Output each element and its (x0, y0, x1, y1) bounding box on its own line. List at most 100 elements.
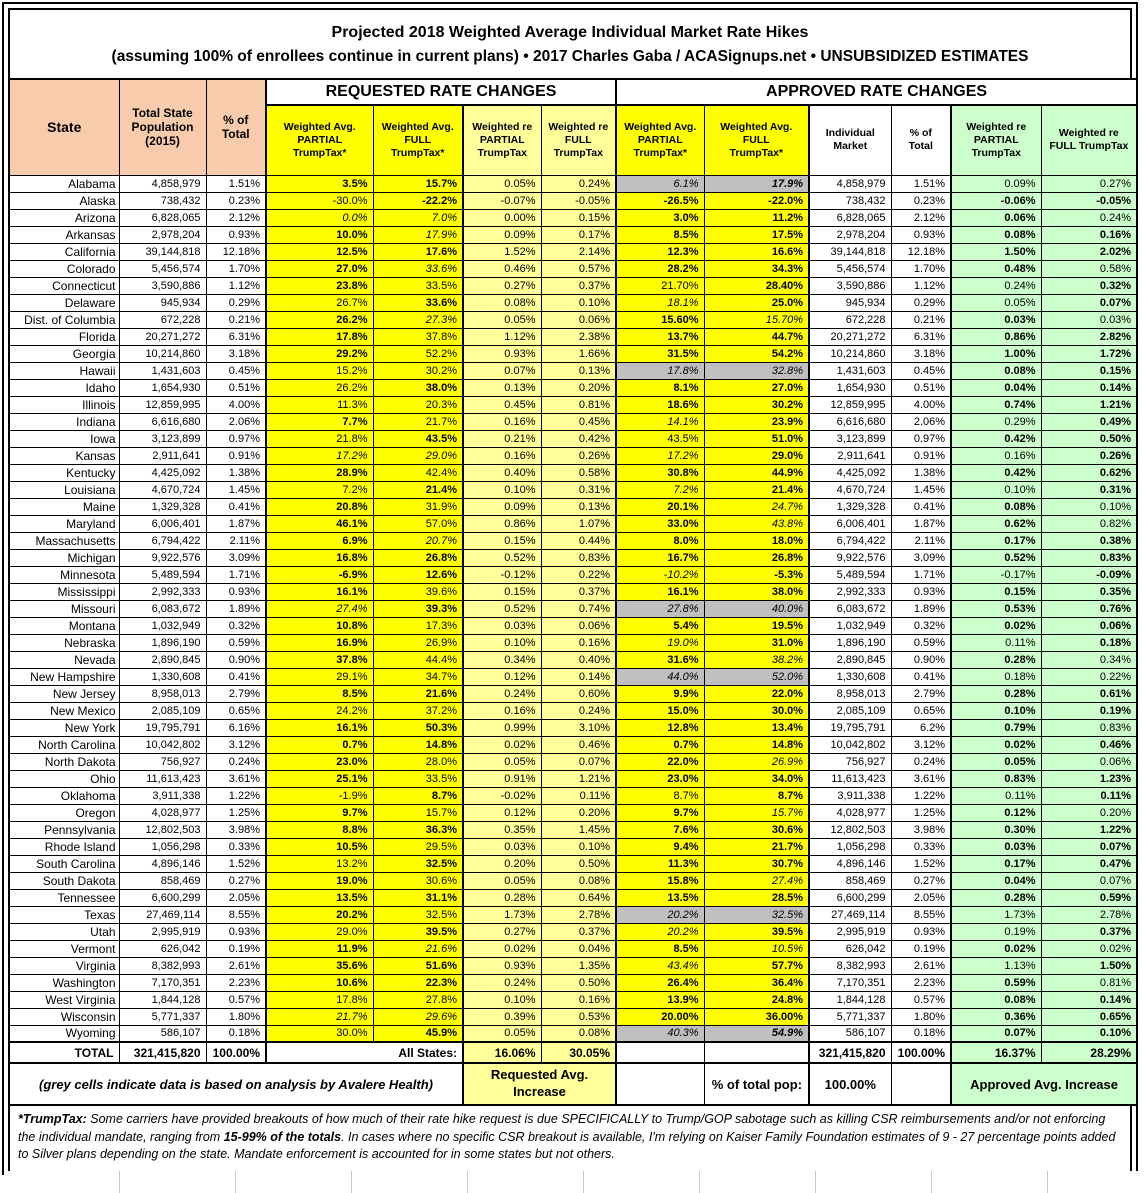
cell-individual-market: 8,958,013 (808, 684, 892, 703)
cell-approved-full: 43.8% (703, 514, 810, 533)
cell-requested-re-full: 0.37% (540, 922, 617, 941)
cell-individual-market: 1,329,328 (808, 497, 892, 516)
cell-state: Texas (8, 905, 120, 924)
cell-state: New Mexico (8, 701, 120, 720)
cell-approved-partial: 16.7% (615, 548, 705, 567)
cell-requested-full: 21.6% (372, 684, 464, 703)
cell-approved-partial: 12.3% (615, 242, 705, 261)
cell-requested-partial: 26.2% (265, 310, 374, 329)
cell-requested-re-partial: 0.16% (462, 701, 542, 720)
cell-pct-of-total-2: 2.06% (890, 412, 952, 431)
table-row: New Hampshire 1,330,608 0.41% 29.1% 34.7% 0.1… (8, 667, 1138, 686)
col-header-requested-full: Weighted Avg. FULL TrumpTax* (372, 104, 464, 176)
cell-approved-partial: 20.2% (615, 922, 705, 941)
cell-approved-re-partial: 0.42% (950, 463, 1042, 482)
cell-individual-market: 6,083,672 (808, 599, 892, 618)
cell-requested-re-partial: 0.35% (462, 820, 542, 839)
cell-requested-re-partial: 0.12% (462, 667, 542, 686)
cell-state: Maine (8, 497, 120, 516)
cell-pct-of-total: 0.51% (205, 378, 267, 397)
table-row: Arkansas 2,978,204 0.93% 10.0% 17.9% 0.09% 0.1… (8, 225, 1138, 244)
cell-approved-re-full: 1.22% (1040, 820, 1138, 839)
cell-approved-re-full: 2.82% (1040, 327, 1138, 346)
cell-pct-of-total: 3.61% (205, 769, 267, 788)
cell-approved-re-partial: 0.42% (950, 429, 1042, 448)
pct-of-total-pop-value: 100.00% (808, 1062, 892, 1106)
table-row: Montana 1,032,949 0.32% 10.8% 17.3% 0.03% 0.06… (8, 616, 1138, 635)
cell-approved-full: 19.5% (703, 616, 810, 635)
footnote-part: Some carriers have provided breakouts of… (18, 1112, 1106, 1144)
cell-approved-full: 36.4% (703, 973, 810, 992)
cell-population: 3,123,899 (118, 429, 207, 448)
cell-approved-partial: 27.8% (615, 599, 705, 618)
table-row: Hawaii 1,431,603 0.45% 15.2% 30.2% 0.07% 0.13%… (8, 361, 1138, 380)
cell-requested-re-full: 0.07% (540, 752, 617, 771)
cell-individual-market: 2,995,919 (808, 922, 892, 941)
cell-requested-full: 29.5% (372, 837, 464, 856)
cell-pct-of-total-2: 0.21% (890, 310, 952, 329)
cell-approved-partial: 23.0% (615, 769, 705, 788)
cell-requested-partial: 7.7% (265, 412, 374, 431)
cell-requested-re-partial: 0.86% (462, 514, 542, 533)
cell-requested-re-full: 0.13% (540, 361, 617, 380)
cell-state: Arkansas (8, 225, 120, 244)
cell-pct-of-total: 0.65% (205, 701, 267, 720)
cell-individual-market: 6,794,422 (808, 531, 892, 550)
cell-approved-partial: 20.1% (615, 497, 705, 516)
cell-pct-of-total-2: 6.31% (890, 327, 952, 346)
table-row: Dist. of Columbia 672,228 0.21% 26.2% 27.3% 0… (8, 310, 1138, 329)
cell-requested-full: 21.4% (372, 480, 464, 499)
sheet-border: Projected 2018 Weighted Average Individu… (2, 2, 1139, 1175)
cell-state: Ohio (8, 769, 120, 788)
table-row: Arizona 6,828,065 2.12% 0.0% 7.0% 0.00% 0.15% 3… (8, 208, 1138, 227)
cell-approved-full: 52.0% (703, 667, 810, 686)
cell-pct-of-total: 1.22% (205, 786, 267, 805)
table-row: Texas 27,469,114 8.55% 20.2% 32.5% 1.73% 2.78%… (8, 905, 1138, 924)
cell-requested-re-partial: -0.12% (462, 565, 542, 584)
cell-requested-re-full: 0.37% (540, 582, 617, 601)
cell-individual-market: 1,844,128 (808, 990, 892, 1009)
cell-pct-of-total-2: 2.61% (890, 956, 952, 975)
cell-approved-re-partial: -0.06% (950, 191, 1042, 210)
cell-population: 19,795,791 (118, 718, 207, 737)
cell-requested-full: -22.2% (372, 191, 464, 210)
cell-approved-re-partial: 0.19% (950, 922, 1042, 941)
table-row: Kansas 2,911,641 0.91% 17.2% 29.0% 0.16% 0.26%… (8, 446, 1138, 465)
total-approved-full-empty (703, 1041, 810, 1064)
cell-approved-partial: 0.7% (615, 735, 705, 754)
cell-population: 12,859,995 (118, 395, 207, 414)
cell-state: Nevada (8, 650, 120, 669)
cell-approved-re-partial: 1.50% (950, 242, 1042, 261)
cell-requested-re-full: 0.53% (540, 1007, 617, 1026)
total-individual-market: 321,415,820 (808, 1041, 892, 1064)
total-pct: 100.00% (205, 1041, 267, 1064)
cell-state: Pennsylvania (8, 820, 120, 839)
cell-approved-full: 57.7% (703, 956, 810, 975)
cell-pct-of-total: 0.27% (205, 871, 267, 890)
cell-individual-market: 1,431,603 (808, 361, 892, 380)
cell-pct-of-total: 3.98% (205, 820, 267, 839)
cell-pct-of-total-2: 0.41% (890, 667, 952, 686)
page-subtitle: (assuming 100% of enrollees continue in … (111, 48, 1029, 65)
cell-requested-partial: 37.8% (265, 650, 374, 669)
table-row: Vermont 626,042 0.19% 11.9% 21.6% 0.02% 0.04% 8… (8, 939, 1138, 958)
cell-approved-partial: 7.6% (615, 820, 705, 839)
cell-requested-full: 33.6% (372, 293, 464, 312)
cell-state: South Dakota (8, 871, 120, 890)
cell-requested-partial: 8.8% (265, 820, 374, 839)
cell-requested-re-partial: 0.16% (462, 412, 542, 431)
cell-approved-full: 30.6% (703, 820, 810, 839)
cell-requested-re-full: 0.57% (540, 259, 617, 278)
cell-approved-re-full: 2.02% (1040, 242, 1138, 261)
cell-requested-re-partial: -0.07% (462, 191, 542, 210)
cell-approved-re-partial: 0.30% (950, 820, 1042, 839)
cell-individual-market: 6,006,401 (808, 514, 892, 533)
cell-pct-of-total: 0.45% (205, 361, 267, 380)
cell-approved-re-full: 0.49% (1040, 412, 1138, 431)
cell-pct-of-total-2: 2.23% (890, 973, 952, 992)
cell-requested-re-partial: 0.02% (462, 735, 542, 754)
cell-pct-of-total-2: 2.79% (890, 684, 952, 703)
cell-state: Maryland (8, 514, 120, 533)
cell-approved-full: 26.8% (703, 548, 810, 567)
cell-approved-re-partial: 0.53% (950, 599, 1042, 618)
